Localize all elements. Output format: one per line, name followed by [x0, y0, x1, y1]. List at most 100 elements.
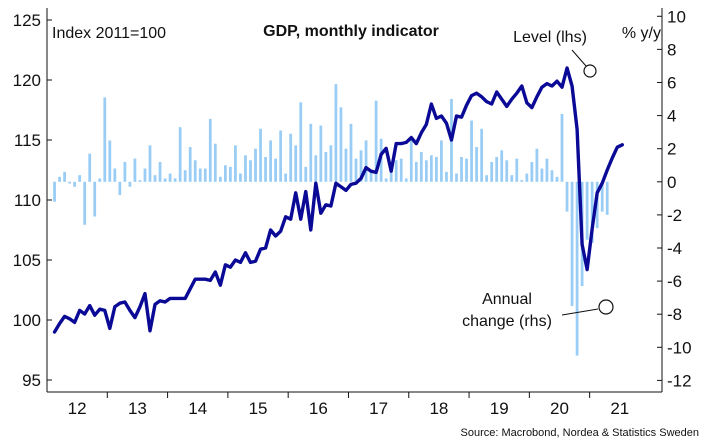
- annual-change-bar: [294, 145, 298, 182]
- annual-change-bar: [83, 181, 87, 225]
- annual-annotation-leader: [561, 308, 599, 316]
- annual-change-bar: [600, 181, 604, 212]
- annual-change-bar: [178, 127, 182, 182]
- annual-change-bar: [108, 140, 112, 182]
- annual-change-bar: [254, 148, 257, 182]
- annual-change-bar: [158, 161, 162, 182]
- left-tick-label: 105: [13, 251, 41, 270]
- annual-change-bar: [590, 181, 594, 244]
- level-annotation-label: Level (lhs): [513, 29, 587, 46]
- annual-change-bar: [284, 173, 288, 182]
- annual-change-bar: [424, 160, 428, 182]
- annual-change-bar: [605, 181, 609, 215]
- right-tick-label: 0: [667, 173, 676, 192]
- annual-change-bar: [173, 178, 177, 182]
- annual-change-bar: [455, 173, 458, 182]
- annual-change-bar: [460, 156, 463, 182]
- annual-change-bar: [279, 130, 283, 182]
- x-tick-label: 15: [249, 399, 268, 418]
- level-annotation-marker: [583, 64, 597, 78]
- annual-change-bar: [419, 152, 423, 182]
- annual-change-bar: [58, 176, 61, 182]
- annual-change-bar: [128, 181, 132, 187]
- left-tick-label: 95: [22, 371, 41, 390]
- annual-change-bar: [535, 148, 539, 182]
- annual-change-bar: [429, 155, 433, 182]
- annual-change-bar: [274, 158, 277, 182]
- annual-change-bar: [239, 173, 242, 182]
- annual-change-bar: [520, 180, 524, 182]
- annual-change-bar: [510, 175, 514, 182]
- annual-change-bar: [344, 148, 348, 182]
- annual-change-bar: [259, 128, 262, 182]
- chart-title: GDP, monthly indicator: [263, 23, 439, 40]
- right-tick-label: -6: [667, 272, 682, 291]
- left-tick-label: 100: [13, 311, 41, 330]
- annual-change-bar: [168, 173, 172, 182]
- annual-change-bar: [234, 145, 237, 182]
- annual-change-bar: [369, 170, 373, 182]
- annual-change-bar: [143, 168, 147, 182]
- right-tick-label: 8: [667, 40, 676, 59]
- annual-change-bar: [299, 102, 303, 182]
- left-tick-label: 120: [13, 71, 41, 90]
- right-tick-label: 4: [667, 107, 676, 126]
- annual-annotation-label-line1: Annual: [482, 291, 532, 308]
- right-tick-label: -8: [667, 305, 682, 324]
- annual-change-bar: [440, 140, 443, 182]
- annual-change-bar: [133, 158, 137, 182]
- level-line: [52, 66, 625, 334]
- annual-change-bar: [198, 168, 202, 182]
- right-tick-label: -4: [667, 239, 682, 258]
- annual-change-bar: [500, 150, 504, 182]
- annual-change-bar: [409, 140, 413, 182]
- x-tick-label: 19: [490, 399, 509, 418]
- annual-change-bar: [540, 168, 544, 182]
- x-tick-label: 16: [309, 399, 328, 418]
- annual-change-bar: [269, 140, 272, 182]
- annual-change-bar: [364, 140, 368, 182]
- annual-change-bar: [445, 171, 448, 182]
- annual-change-bar: [208, 118, 212, 182]
- annual-change-bar: [339, 107, 343, 182]
- annual-change-bar: [264, 156, 267, 182]
- annual-change-bar: [309, 123, 313, 182]
- annual-change-bar: [515, 158, 519, 182]
- annual-change-bar: [435, 156, 438, 182]
- annual-change-bar: [505, 160, 509, 182]
- annual-change-bar: [153, 175, 157, 182]
- annual-change-bar: [394, 160, 398, 182]
- annual-change-bar: [304, 166, 308, 182]
- right-tick-label: -2: [667, 206, 682, 225]
- annual-change-bar: [118, 181, 122, 196]
- annual-change-bar: [73, 181, 77, 187]
- annual-change-bar: [78, 175, 82, 182]
- annual-change-bar: [329, 145, 333, 182]
- annual-change-bar: [475, 147, 478, 182]
- annual-change-bar: [374, 100, 378, 182]
- annual-change-bar: [585, 181, 589, 240]
- x-tick-label: 13: [128, 399, 147, 418]
- annual-change-bar: [88, 153, 92, 182]
- right-tick-label: 2: [667, 140, 676, 159]
- right-tick-label: 6: [667, 73, 676, 92]
- x-tick-label: 21: [610, 399, 629, 418]
- annual-change-bar: [93, 181, 97, 217]
- annual-change-bar: [113, 168, 117, 182]
- annual-change-bar: [193, 160, 197, 182]
- annual-change-bar: [570, 181, 574, 306]
- annual-change-bar: [555, 176, 559, 182]
- annual-change-bar: [470, 120, 473, 182]
- annual-change-bar: [525, 173, 529, 182]
- annual-change-bar: [530, 161, 534, 182]
- annual-change-bar: [63, 171, 66, 182]
- annual-change-bar: [334, 84, 338, 182]
- annual-change-bar: [163, 178, 167, 182]
- level-annotation-leader: [571, 49, 587, 67]
- annual-change-bar: [465, 158, 468, 182]
- annual-change-bar: [103, 97, 107, 182]
- annual-change-bar: [319, 125, 323, 182]
- annual-change-bar: [223, 165, 227, 182]
- annual-change-bar: [495, 156, 499, 182]
